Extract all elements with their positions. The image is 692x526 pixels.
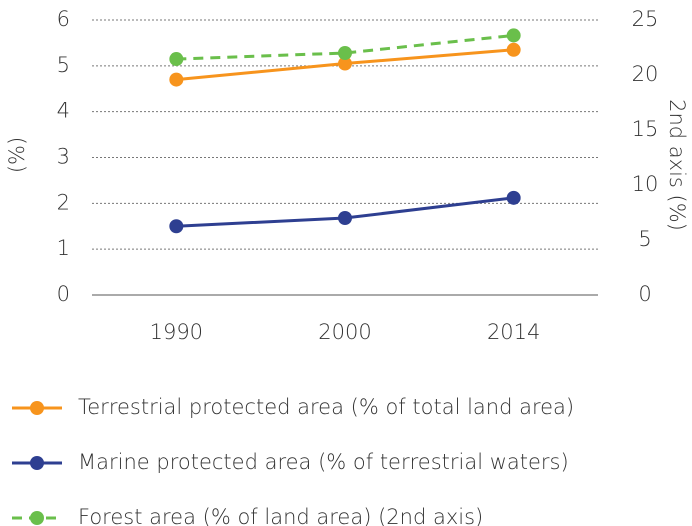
- point: [338, 46, 352, 60]
- y2-tick-label: 10: [632, 172, 659, 196]
- legend-label: Terrestrial protected area (% of total l…: [78, 395, 574, 419]
- point: [169, 52, 184, 67]
- y-tick-label: 3: [57, 145, 70, 169]
- y2-axis-label: 2nd axis (%): [665, 99, 689, 231]
- point: [338, 56, 352, 71]
- legend-label: Forest area (% of land area) (2nd axis): [78, 505, 483, 526]
- y-axis-label: (%): [5, 137, 29, 173]
- y-tick-label: 5: [57, 53, 70, 77]
- x-tick-label: 2014: [487, 320, 540, 344]
- y2-tick-label: 20: [632, 62, 659, 86]
- point: [506, 28, 521, 43]
- y2-tick-label: 0: [638, 282, 651, 306]
- series-line: [176, 33, 514, 61]
- point: [506, 190, 521, 205]
- point: [169, 219, 184, 234]
- point: [169, 72, 184, 87]
- legend-marker: [30, 401, 44, 415]
- point: [338, 211, 352, 225]
- x-tick-label: 2000: [318, 320, 371, 344]
- x-tick-label: 1990: [150, 320, 203, 344]
- legend-marker: [30, 456, 44, 470]
- legend-label: Marine protected area (% of terrestrial …: [78, 450, 569, 474]
- y2-tick-label: 25: [632, 7, 659, 31]
- y-tick-label: 1: [57, 236, 70, 260]
- y-tick-label: 4: [57, 99, 70, 123]
- legend-marker: [30, 511, 44, 525]
- y-tick-label: 2: [57, 190, 70, 214]
- point: [506, 42, 521, 57]
- y2-tick-label: 15: [632, 117, 659, 141]
- y-tick-label: 0: [57, 282, 70, 306]
- y2-tick-label: 5: [638, 227, 651, 251]
- y-tick-label: 6: [57, 7, 70, 31]
